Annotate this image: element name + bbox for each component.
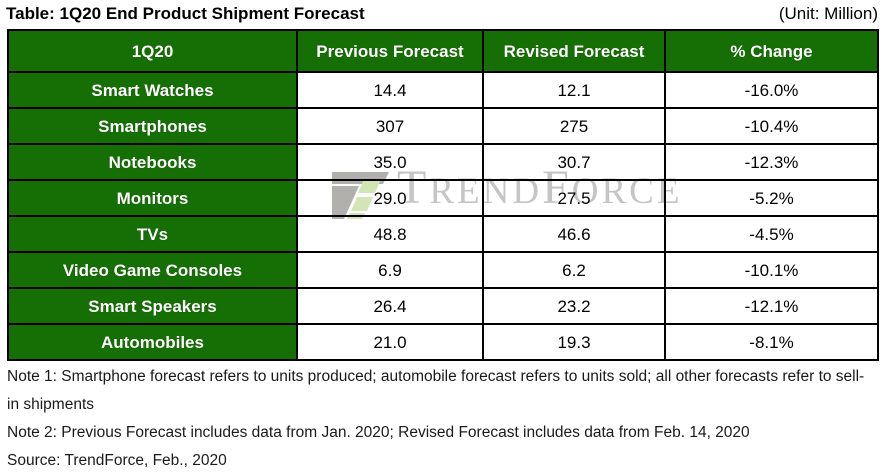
change-value-cell: -12.3%: [666, 145, 877, 179]
previous-value-cell: 21.0: [298, 325, 482, 359]
product-cell: TVs: [9, 217, 296, 251]
revised-value-cell: 46.6: [484, 217, 664, 251]
revised-value-cell: 23.2: [484, 289, 664, 323]
product-cell: Smart Watches: [9, 73, 296, 107]
note-1: Note 1: Smartphone forecast refers to un…: [7, 368, 865, 413]
change-value-cell: -10.1%: [666, 253, 877, 287]
header-cell-revised-forecast: Revised Forecast: [484, 31, 664, 71]
product-cell: Video Game Consoles: [9, 253, 296, 287]
page-title: Table: 1Q20 End Product Shipment Forecas…: [6, 4, 365, 23]
product-cell: Notebooks: [9, 145, 296, 179]
header-cell-pct-change: % Change: [666, 31, 877, 71]
change-value-cell: -16.0%: [666, 73, 877, 107]
unit-label: (Unit: Million): [778, 4, 878, 23]
product-cell: Monitors: [9, 181, 296, 215]
product-cell: Smart Speakers: [9, 289, 296, 323]
revised-value-cell: 30.7: [484, 145, 664, 179]
forecast-table: 1Q20 Previous Forecast Revised Forecast …: [7, 29, 879, 361]
previous-value-cell: 6.9: [298, 253, 482, 287]
header-cell-quarter: 1Q20: [9, 31, 296, 71]
previous-value-cell: 48.8: [298, 217, 482, 251]
change-value-cell: -4.5%: [666, 217, 877, 251]
revised-value-cell: 275: [484, 109, 664, 143]
previous-value-cell: 307: [298, 109, 482, 143]
product-cell: Smartphones: [9, 109, 296, 143]
revised-value-cell: 19.3: [484, 325, 664, 359]
product-cell: Automobiles: [9, 325, 296, 359]
previous-value-cell: 14.4: [298, 73, 482, 107]
change-value-cell: -8.1%: [666, 325, 877, 359]
revised-value-cell: 12.1: [484, 73, 664, 107]
header-cell-previous-forecast: Previous Forecast: [298, 31, 482, 71]
source-line: Source: TrendForce, Feb., 2020: [7, 452, 227, 469]
previous-value-cell: 35.0: [298, 145, 482, 179]
previous-value-cell: 26.4: [298, 289, 482, 323]
footnotes: Note 1: Smartphone forecast refers to un…: [7, 363, 876, 473]
revised-value-cell: 27.5: [484, 181, 664, 215]
change-value-cell: -10.4%: [666, 109, 877, 143]
note-2: Note 2: Previous Forecast includes data …: [7, 424, 750, 441]
previous-value-cell: 29.0: [298, 181, 482, 215]
change-value-cell: -12.1%: [666, 289, 877, 323]
title-row: Table: 1Q20 End Product Shipment Forecas…: [6, 4, 878, 24]
change-value-cell: -5.2%: [666, 181, 877, 215]
revised-value-cell: 6.2: [484, 253, 664, 287]
